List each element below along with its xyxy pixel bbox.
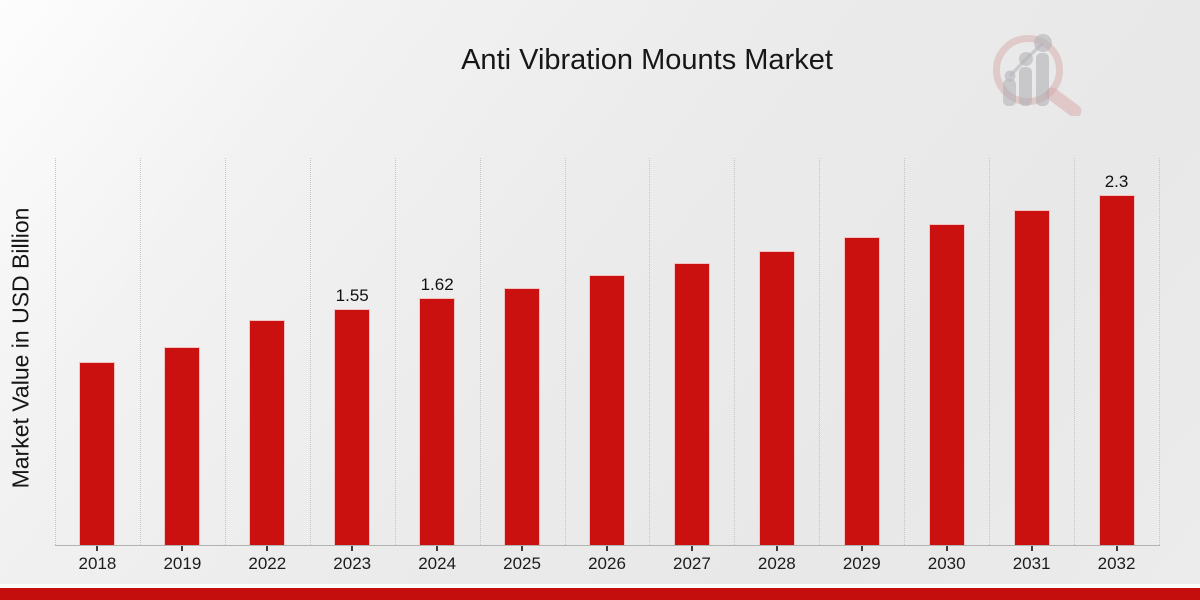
x-tick-mark [775, 546, 778, 551]
bar-2030 [929, 224, 965, 545]
footer-divider [0, 584, 1200, 588]
x-tick-label-2022: 2022 [248, 554, 287, 573]
gridline [309, 158, 311, 545]
x-tick-mark [266, 546, 269, 551]
x-tick-label-2023: 2023 [333, 554, 372, 573]
bar-2022 [249, 320, 285, 545]
gridline [819, 158, 821, 545]
bar-2032 [1099, 195, 1135, 545]
x-tick-mark [945, 546, 948, 551]
x-tick-mark [436, 546, 439, 551]
x-tick-label-2019: 2019 [163, 554, 202, 573]
chart-title: Anti Vibration Mounts Market [461, 44, 833, 76]
magnifier-growth-chart-logo [993, 34, 1082, 116]
x-tick-label-2018: 2018 [78, 554, 117, 573]
bar-2018 [79, 362, 115, 545]
gridline [734, 158, 736, 545]
bar-2019 [164, 347, 200, 545]
magnifier-handle-icon [1045, 87, 1082, 116]
x-tick-mark [690, 546, 693, 551]
x-tick-mark [181, 546, 184, 551]
x-tick-label-2024: 2024 [418, 554, 457, 573]
bar-value-label-2032: 2.3 [1104, 172, 1129, 191]
gridline [224, 158, 226, 545]
gridline [989, 158, 991, 545]
x-tick-label-2029: 2029 [842, 554, 881, 573]
gridline [649, 158, 651, 545]
x-tick-label-2030: 2030 [927, 554, 966, 573]
x-tick-label-2032: 2032 [1097, 554, 1136, 573]
logo-bars-icon [1003, 53, 1049, 106]
logo-trend-dots-icon [1004, 34, 1052, 82]
gridline [564, 158, 566, 545]
gridline [479, 158, 481, 545]
gridline [139, 158, 141, 545]
x-axis: 2018 2019 2022 2023 2024 2025 2026 2027 2028 2029… [55, 546, 1159, 586]
gridline [1074, 158, 1076, 545]
plot-area: 1.55 1.62 2.3 [55, 158, 1160, 545]
bar-2026 [589, 275, 625, 545]
gridline [1159, 158, 1160, 545]
bar-2027 [674, 263, 710, 545]
bar-2025 [504, 288, 540, 545]
bar-2029 [844, 237, 880, 545]
x-tick-mark [96, 546, 99, 551]
gridline [904, 158, 906, 545]
bar-2023 [334, 309, 370, 545]
x-tick-label-2028: 2028 [757, 554, 796, 573]
x-tick-label-2025: 2025 [503, 554, 541, 573]
x-tick-mark [1115, 546, 1118, 551]
x-tick-mark [606, 546, 608, 551]
x-tick-label-2026: 2026 [588, 554, 626, 573]
bar-2024 [419, 298, 455, 545]
footer-banner [0, 588, 1200, 600]
gridline [394, 158, 396, 545]
x-tick-mark [521, 546, 524, 551]
bar-2028 [759, 251, 795, 545]
x-tick-label-2031: 2031 [1012, 554, 1051, 573]
x-tick-mark [351, 546, 354, 551]
bar-2031 [1014, 210, 1050, 545]
x-tick-mark [860, 546, 863, 551]
x-axis-line [55, 545, 1160, 546]
y-axis-label: Market Value in USD Billion [7, 207, 34, 489]
gridline [55, 158, 56, 545]
x-tick-label-2027: 2027 [673, 554, 711, 573]
bar-value-label-2024: 1.62 [420, 275, 454, 294]
x-tick-mark [1030, 546, 1033, 551]
bar-value-label-2023: 1.55 [335, 286, 369, 305]
